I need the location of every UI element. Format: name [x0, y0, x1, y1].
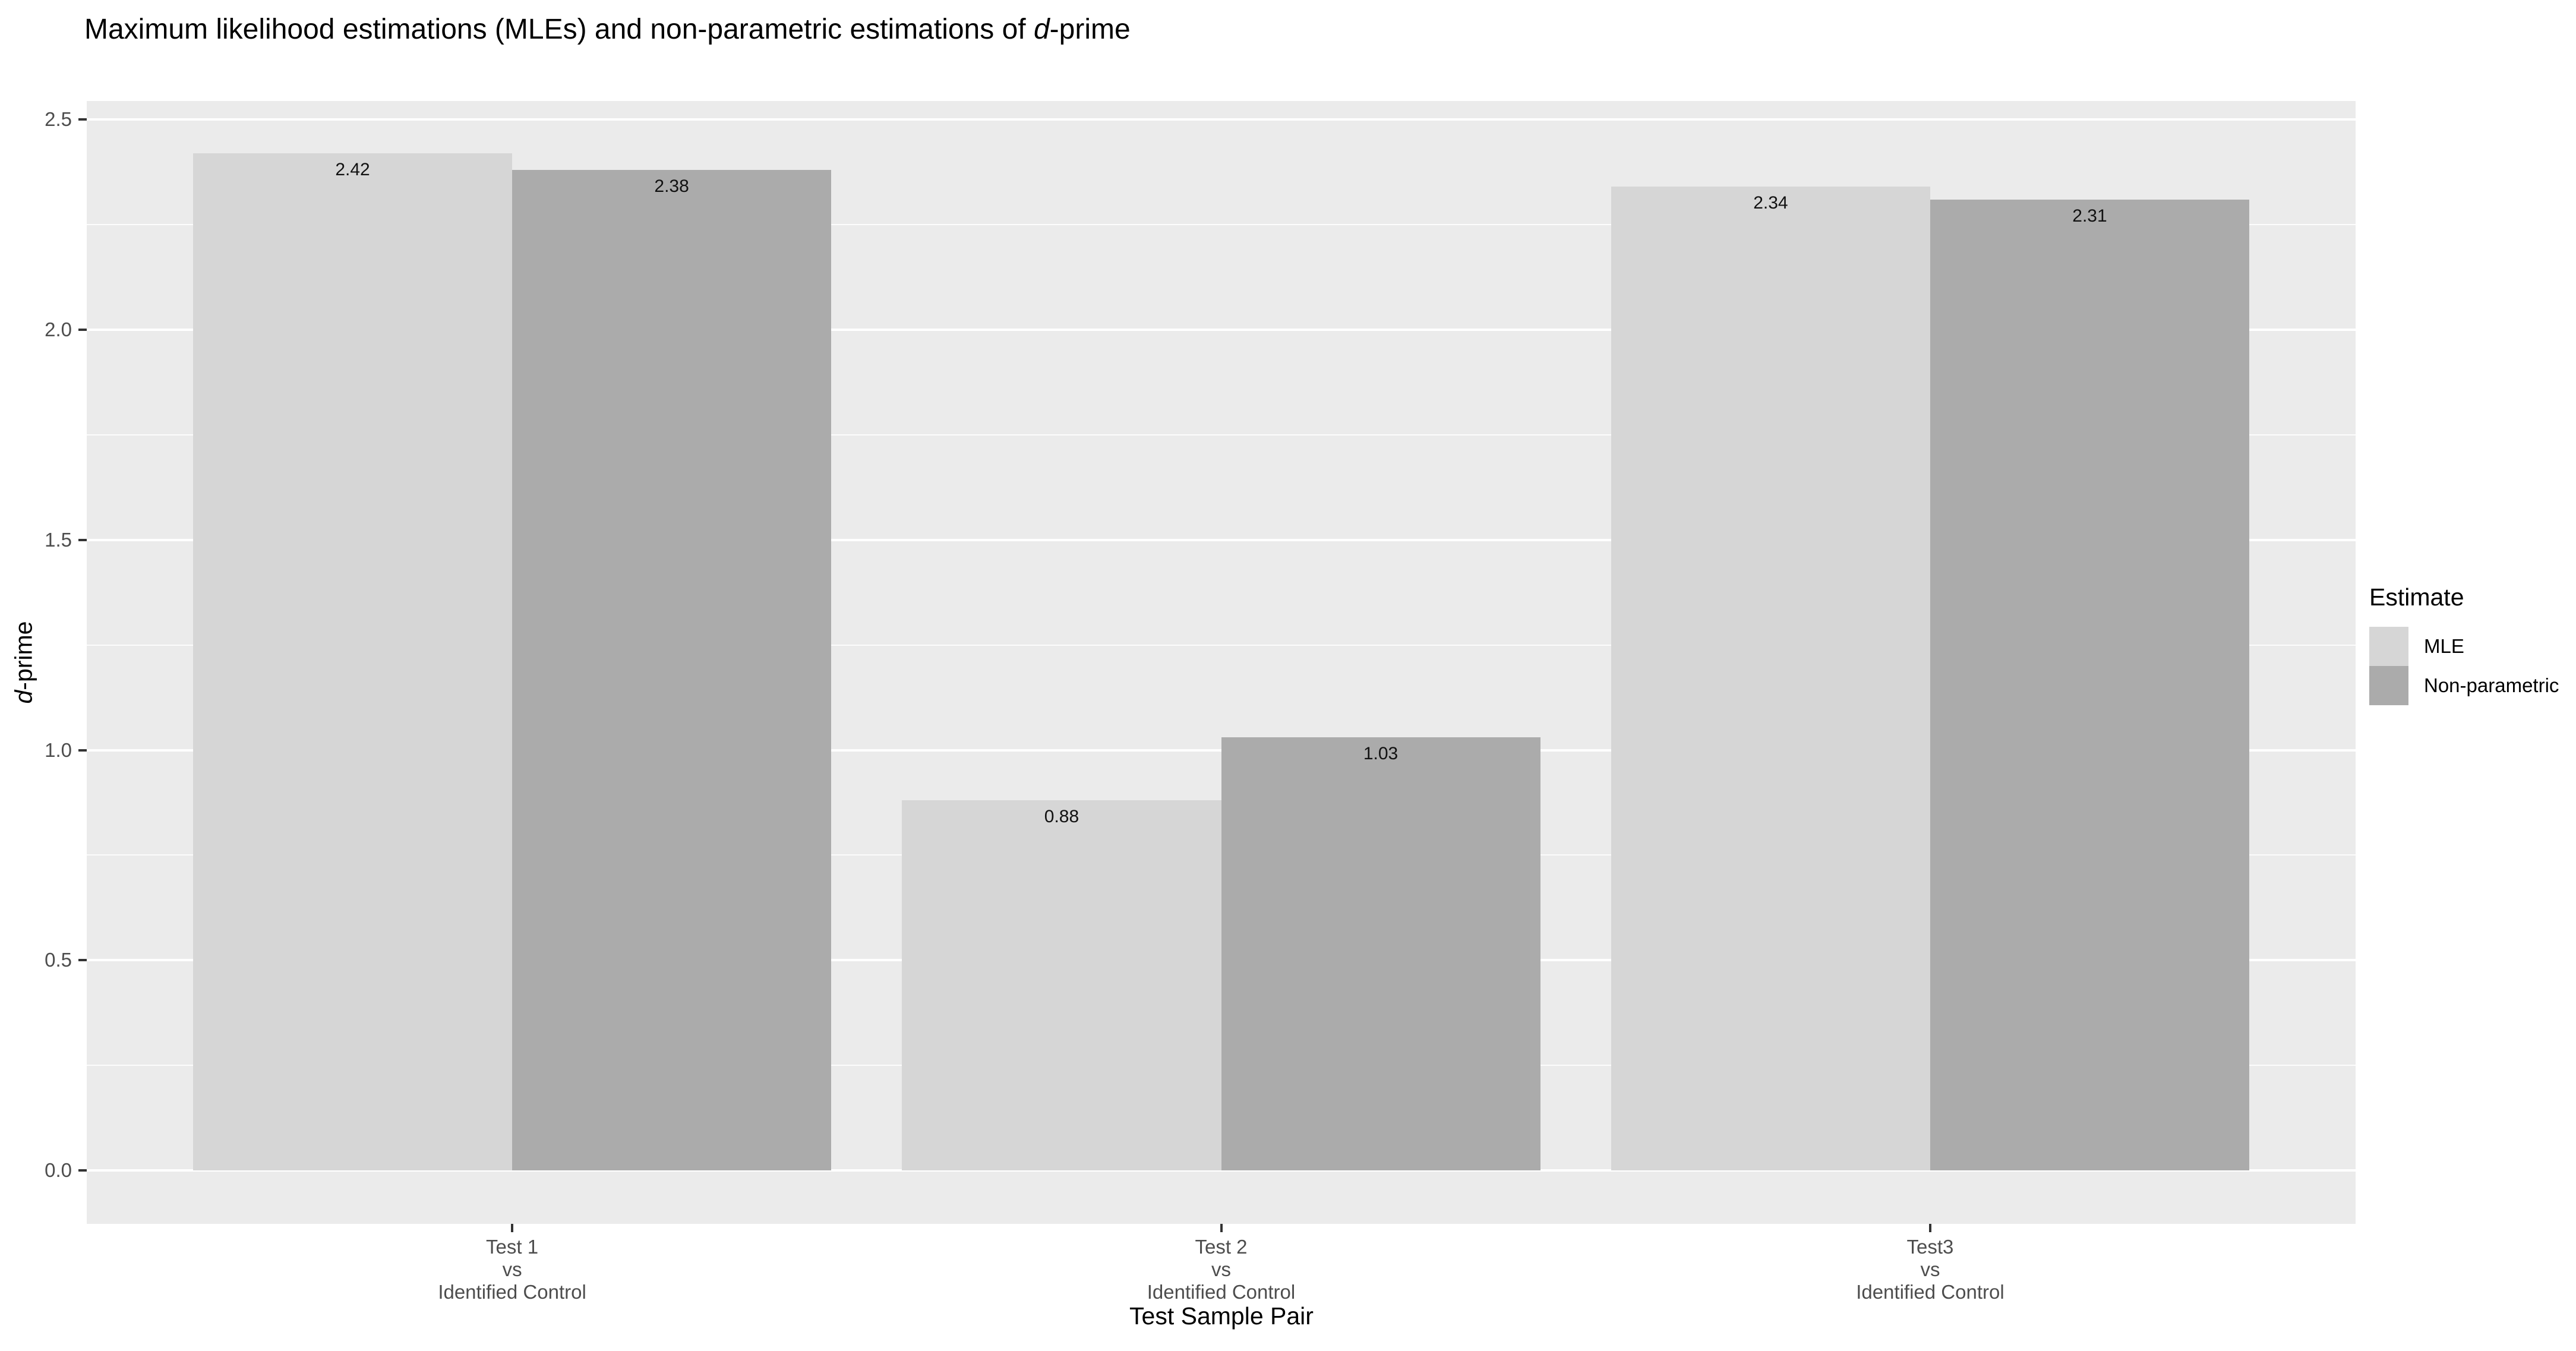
- chart-title-prefix: Maximum likelihood estimations (MLEs) an…: [84, 14, 1034, 45]
- bar-value-label: 0.88: [1044, 807, 1079, 827]
- x-axis-title: Test Sample Pair: [1129, 1302, 1314, 1330]
- y-tick-mark: [78, 118, 87, 121]
- gridline-minor: [87, 224, 2356, 226]
- x-category-line: Identified Control: [1147, 1281, 1296, 1303]
- y-tick-mark: [78, 538, 87, 541]
- bar-non-parametric: [1221, 737, 1540, 1170]
- legend-label: Non-parametric: [2424, 674, 2559, 696]
- x-category-line: Identified Control: [438, 1281, 586, 1303]
- x-category-line: vs: [502, 1258, 522, 1280]
- x-category-line: vs: [1920, 1258, 1940, 1280]
- y-tick-label: 0.5: [45, 949, 72, 971]
- x-category-line: Test3: [1906, 1236, 1954, 1258]
- x-category-label: Test 1 vs Identified Control: [322, 1236, 702, 1303]
- y-tick-label: 1.5: [45, 528, 72, 551]
- y-tick-mark: [78, 749, 87, 752]
- bar-value-label: 1.03: [1363, 744, 1399, 764]
- legend-swatch: [2369, 666, 2408, 705]
- chart-title: Maximum likelihood estimations (MLEs) an…: [84, 13, 1131, 46]
- gridline-major: [87, 329, 2356, 331]
- x-category-line: vs: [1211, 1258, 1231, 1280]
- x-category-line: Test 2: [1195, 1236, 1248, 1258]
- bar-value-label: 2.31: [2072, 206, 2107, 226]
- x-tick-mark: [1928, 1224, 1931, 1232]
- bar-mle: [1611, 187, 1930, 1170]
- legend-title: Estimate: [2369, 583, 2464, 611]
- x-tick-mark: [511, 1224, 514, 1232]
- legend-items: MLE Non-parametric: [2369, 627, 2559, 705]
- y-axis-title-italic-d: d: [10, 690, 37, 704]
- bar-mle: [193, 153, 513, 1170]
- bar-value-label: 2.34: [1753, 193, 1788, 213]
- y-tick-mark: [78, 329, 87, 331]
- y-tick-label: 2.0: [45, 318, 72, 340]
- gridline-major: [87, 538, 2356, 541]
- gridline-minor: [87, 434, 2356, 435]
- x-category-line: Identified Control: [1856, 1281, 2004, 1303]
- gridline-minor: [87, 644, 2356, 646]
- legend: Estimate MLE Non-parametric: [2369, 583, 2559, 705]
- bar-mle: [902, 800, 1221, 1170]
- chart-title-italic-d: d: [1033, 14, 1050, 45]
- legend-swatch: [2369, 627, 2408, 666]
- y-tick-mark: [78, 959, 87, 962]
- y-axis-title: d-prime: [10, 621, 38, 704]
- bar-value-label: 2.38: [654, 176, 689, 197]
- y-tick-label: 2.5: [45, 108, 72, 131]
- gridline-major: [87, 118, 2356, 121]
- chart-title-suffix: -prime: [1049, 14, 1131, 45]
- gridline-major: [87, 1169, 2356, 1172]
- y-tick-mark: [78, 1169, 87, 1172]
- y-tick-label: 0.0: [45, 1159, 72, 1181]
- x-category-line: Test 1: [486, 1236, 539, 1258]
- legend-label: MLE: [2424, 635, 2464, 657]
- legend-item: Non-parametric: [2369, 666, 2559, 705]
- x-category-label: Test3 vs Identified Control: [1740, 1236, 2120, 1303]
- y-tick-label: 1.0: [45, 738, 72, 761]
- legend-item: MLE: [2369, 627, 2559, 666]
- x-tick-mark: [1220, 1224, 1223, 1232]
- bar-non-parametric: [1930, 199, 2249, 1170]
- bar-non-parametric: [512, 170, 832, 1170]
- bar-value-label: 2.42: [335, 159, 370, 179]
- y-axis-title-suffix: -prime: [10, 621, 37, 690]
- x-category-label: Test 2 vs Identified Control: [1031, 1236, 1412, 1303]
